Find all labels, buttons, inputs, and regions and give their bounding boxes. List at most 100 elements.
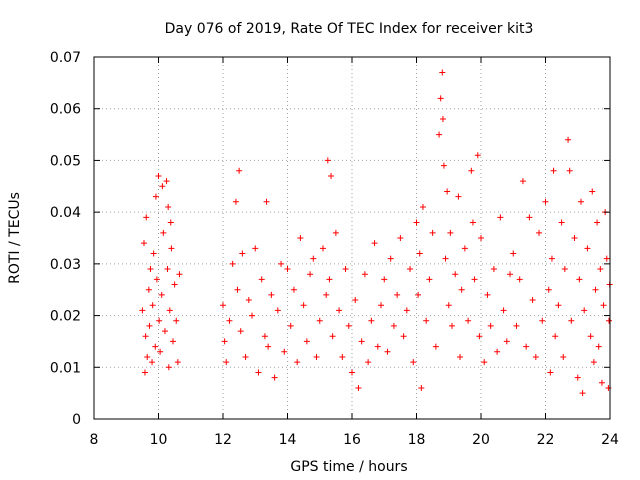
data-point [355, 384, 362, 391]
x-tick-label: 22 [537, 432, 555, 448]
y-tick-label: 0.01 [50, 360, 81, 376]
data-point [400, 333, 407, 340]
x-axis-tick-labels: 8 10 12 14 16 18 20 22 24 [90, 432, 619, 448]
data-point [440, 162, 447, 169]
data-point [319, 245, 326, 252]
data-point [476, 333, 483, 340]
data-point [164, 266, 171, 273]
data-point [278, 260, 285, 267]
data-point [407, 266, 414, 273]
data-point [436, 131, 443, 138]
data-point [384, 348, 391, 355]
y-tick-label: 0 [72, 412, 81, 428]
data-point [576, 276, 583, 283]
data-point [555, 302, 562, 309]
data-point [141, 369, 148, 376]
data-point [268, 291, 275, 298]
data-point [547, 369, 554, 376]
data-point [170, 338, 177, 345]
y-tick-label: 0.04 [50, 205, 81, 221]
data-point [455, 193, 462, 200]
data-point [587, 333, 594, 340]
data-point [561, 266, 568, 273]
data-points [139, 69, 613, 397]
data-point [310, 255, 317, 262]
data-point [565, 136, 572, 143]
data-point [149, 359, 156, 366]
data-point [548, 255, 555, 262]
y-tick-label: 0.06 [50, 102, 81, 118]
data-point [245, 297, 252, 304]
data-point [481, 359, 488, 366]
data-point [171, 281, 178, 288]
data-point [519, 178, 526, 185]
data-point [426, 276, 433, 283]
data-point [471, 276, 478, 283]
y-tick-label: 0.07 [50, 50, 81, 66]
axis-ticks [93, 56, 611, 420]
data-point [237, 328, 244, 335]
data-point [284, 266, 291, 273]
data-point [566, 167, 573, 174]
data-point [166, 307, 173, 314]
data-point [378, 302, 385, 309]
data-point [152, 343, 159, 350]
data-point [595, 343, 602, 350]
data-point [159, 183, 166, 190]
data-point [255, 369, 262, 376]
data-point [558, 219, 565, 226]
data-point [513, 322, 520, 329]
data-point [156, 317, 163, 324]
data-point [294, 359, 301, 366]
data-point [432, 343, 439, 350]
data-point [403, 307, 410, 314]
data-point [152, 193, 159, 200]
data-point [457, 353, 464, 360]
data-point [147, 266, 154, 273]
data-point [258, 276, 265, 283]
data-point [579, 390, 586, 397]
data-point [474, 152, 481, 159]
data-point [507, 271, 514, 278]
data-point [592, 286, 599, 293]
data-point [336, 307, 343, 314]
data-point [584, 245, 591, 252]
data-point [469, 219, 476, 226]
data-point [423, 317, 430, 324]
data-point [139, 307, 146, 314]
data-point [606, 317, 613, 324]
data-point [297, 235, 304, 241]
data-point [329, 333, 336, 340]
data-point [324, 157, 331, 164]
data-point [157, 348, 164, 355]
data-point [574, 374, 581, 381]
data-point [349, 369, 355, 376]
data-point [589, 188, 596, 195]
data-point [313, 353, 320, 360]
data-point [461, 245, 468, 252]
data-point [316, 317, 323, 324]
data-point [571, 235, 578, 241]
data-point [600, 302, 607, 309]
data-point [542, 198, 549, 205]
data-point [352, 297, 359, 304]
data-point [281, 348, 288, 355]
data-point [447, 229, 454, 236]
data-point [232, 198, 239, 205]
data-point [163, 178, 170, 185]
data-point [494, 348, 501, 355]
data-point [155, 172, 162, 179]
data-point [220, 302, 226, 309]
data-point [361, 271, 368, 278]
data-point [416, 250, 423, 257]
data-point [510, 250, 517, 257]
data-point [437, 95, 444, 102]
data-point [390, 322, 397, 329]
data-point [397, 235, 404, 241]
data-point [142, 333, 149, 340]
data-point [439, 69, 446, 76]
data-point [484, 291, 491, 298]
data-point [223, 359, 230, 366]
data-point [290, 286, 297, 293]
